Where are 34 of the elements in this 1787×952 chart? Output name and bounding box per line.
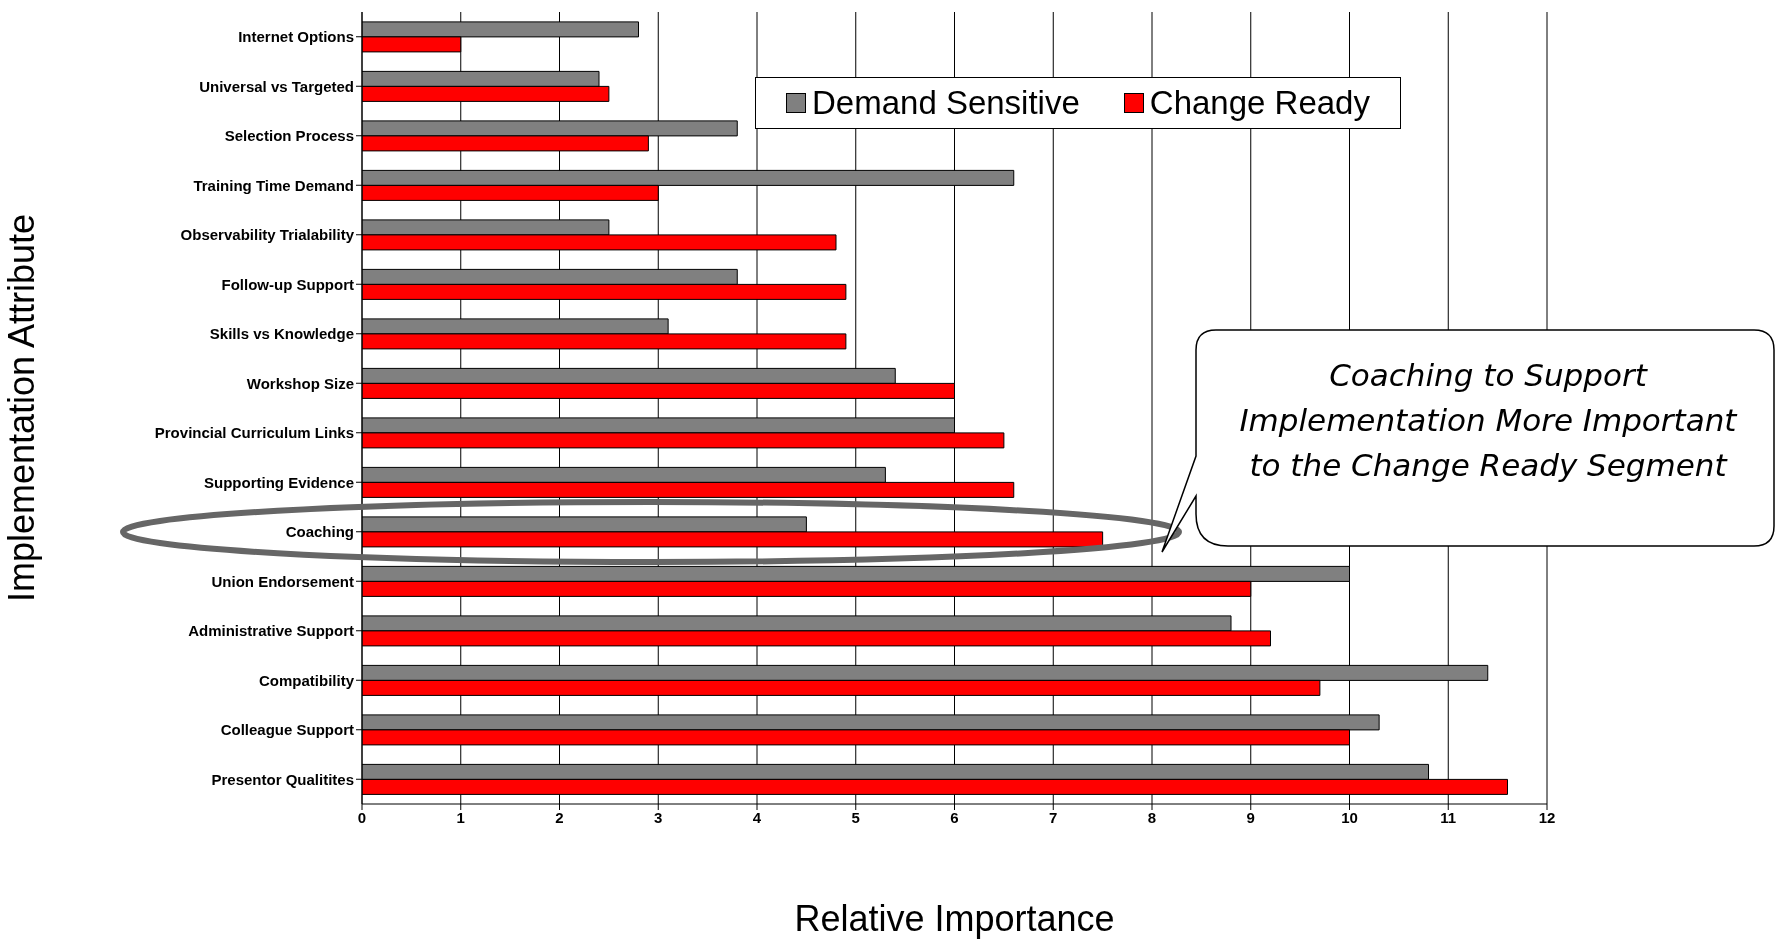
y-tick-label: Coaching	[285, 523, 354, 541]
y-tick-label: Follow-up Support	[221, 275, 354, 293]
y-tick-label: Workshop Size	[246, 374, 354, 392]
x-tick-label: 11	[1440, 808, 1457, 826]
y-tick-label: Presentor Qualitites	[211, 770, 354, 788]
y-axis-title: Implementation Attribute	[1, 213, 43, 603]
y-tick-label: Supporting Evidence	[203, 473, 354, 491]
y-tick-label: Observability Trialability	[180, 226, 355, 244]
legend-label: Change Ready	[1149, 84, 1370, 122]
x-tick-label: 7	[1049, 808, 1058, 826]
y-tick-label: Union Endorsement	[211, 572, 354, 590]
y-tick-label: Selection Process	[224, 127, 354, 145]
x-tick-label: 0	[357, 808, 367, 826]
x-tick-label: 4	[752, 808, 762, 826]
x-axis-title: Relative Importance	[793, 898, 1116, 940]
x-tick-label: 10	[1341, 808, 1358, 826]
y-tick-label: Universal vs Targeted	[199, 77, 354, 95]
y-tick-label: Administrative Support	[188, 622, 354, 640]
x-tick-label: 2	[555, 808, 564, 826]
x-tick-label: 6	[950, 808, 959, 826]
x-tick-label: 5	[851, 808, 860, 826]
y-tick-label: Skills vs Knowledge	[209, 325, 354, 343]
y-tick-label: Compatibility	[258, 671, 355, 689]
x-tick-label: 12	[1538, 808, 1556, 826]
legend-label: Demand Sensitive	[812, 84, 1080, 122]
y-tick-label: Provincial Curriculum Links	[154, 424, 354, 442]
x-tick-label: 1	[456, 808, 465, 826]
y-tick-label: Training Time Demand	[193, 176, 354, 194]
y-tick-label: Internet Options	[238, 28, 354, 46]
x-tick-label: 3	[654, 808, 663, 826]
y-tick-label: Colleague Support	[220, 721, 354, 739]
x-tick-label: 9	[1246, 808, 1255, 826]
x-tick-label: 8	[1147, 808, 1157, 826]
annotation: Coaching to Support Implementation More Important to the Change Ready Segment	[1238, 356, 1739, 485]
